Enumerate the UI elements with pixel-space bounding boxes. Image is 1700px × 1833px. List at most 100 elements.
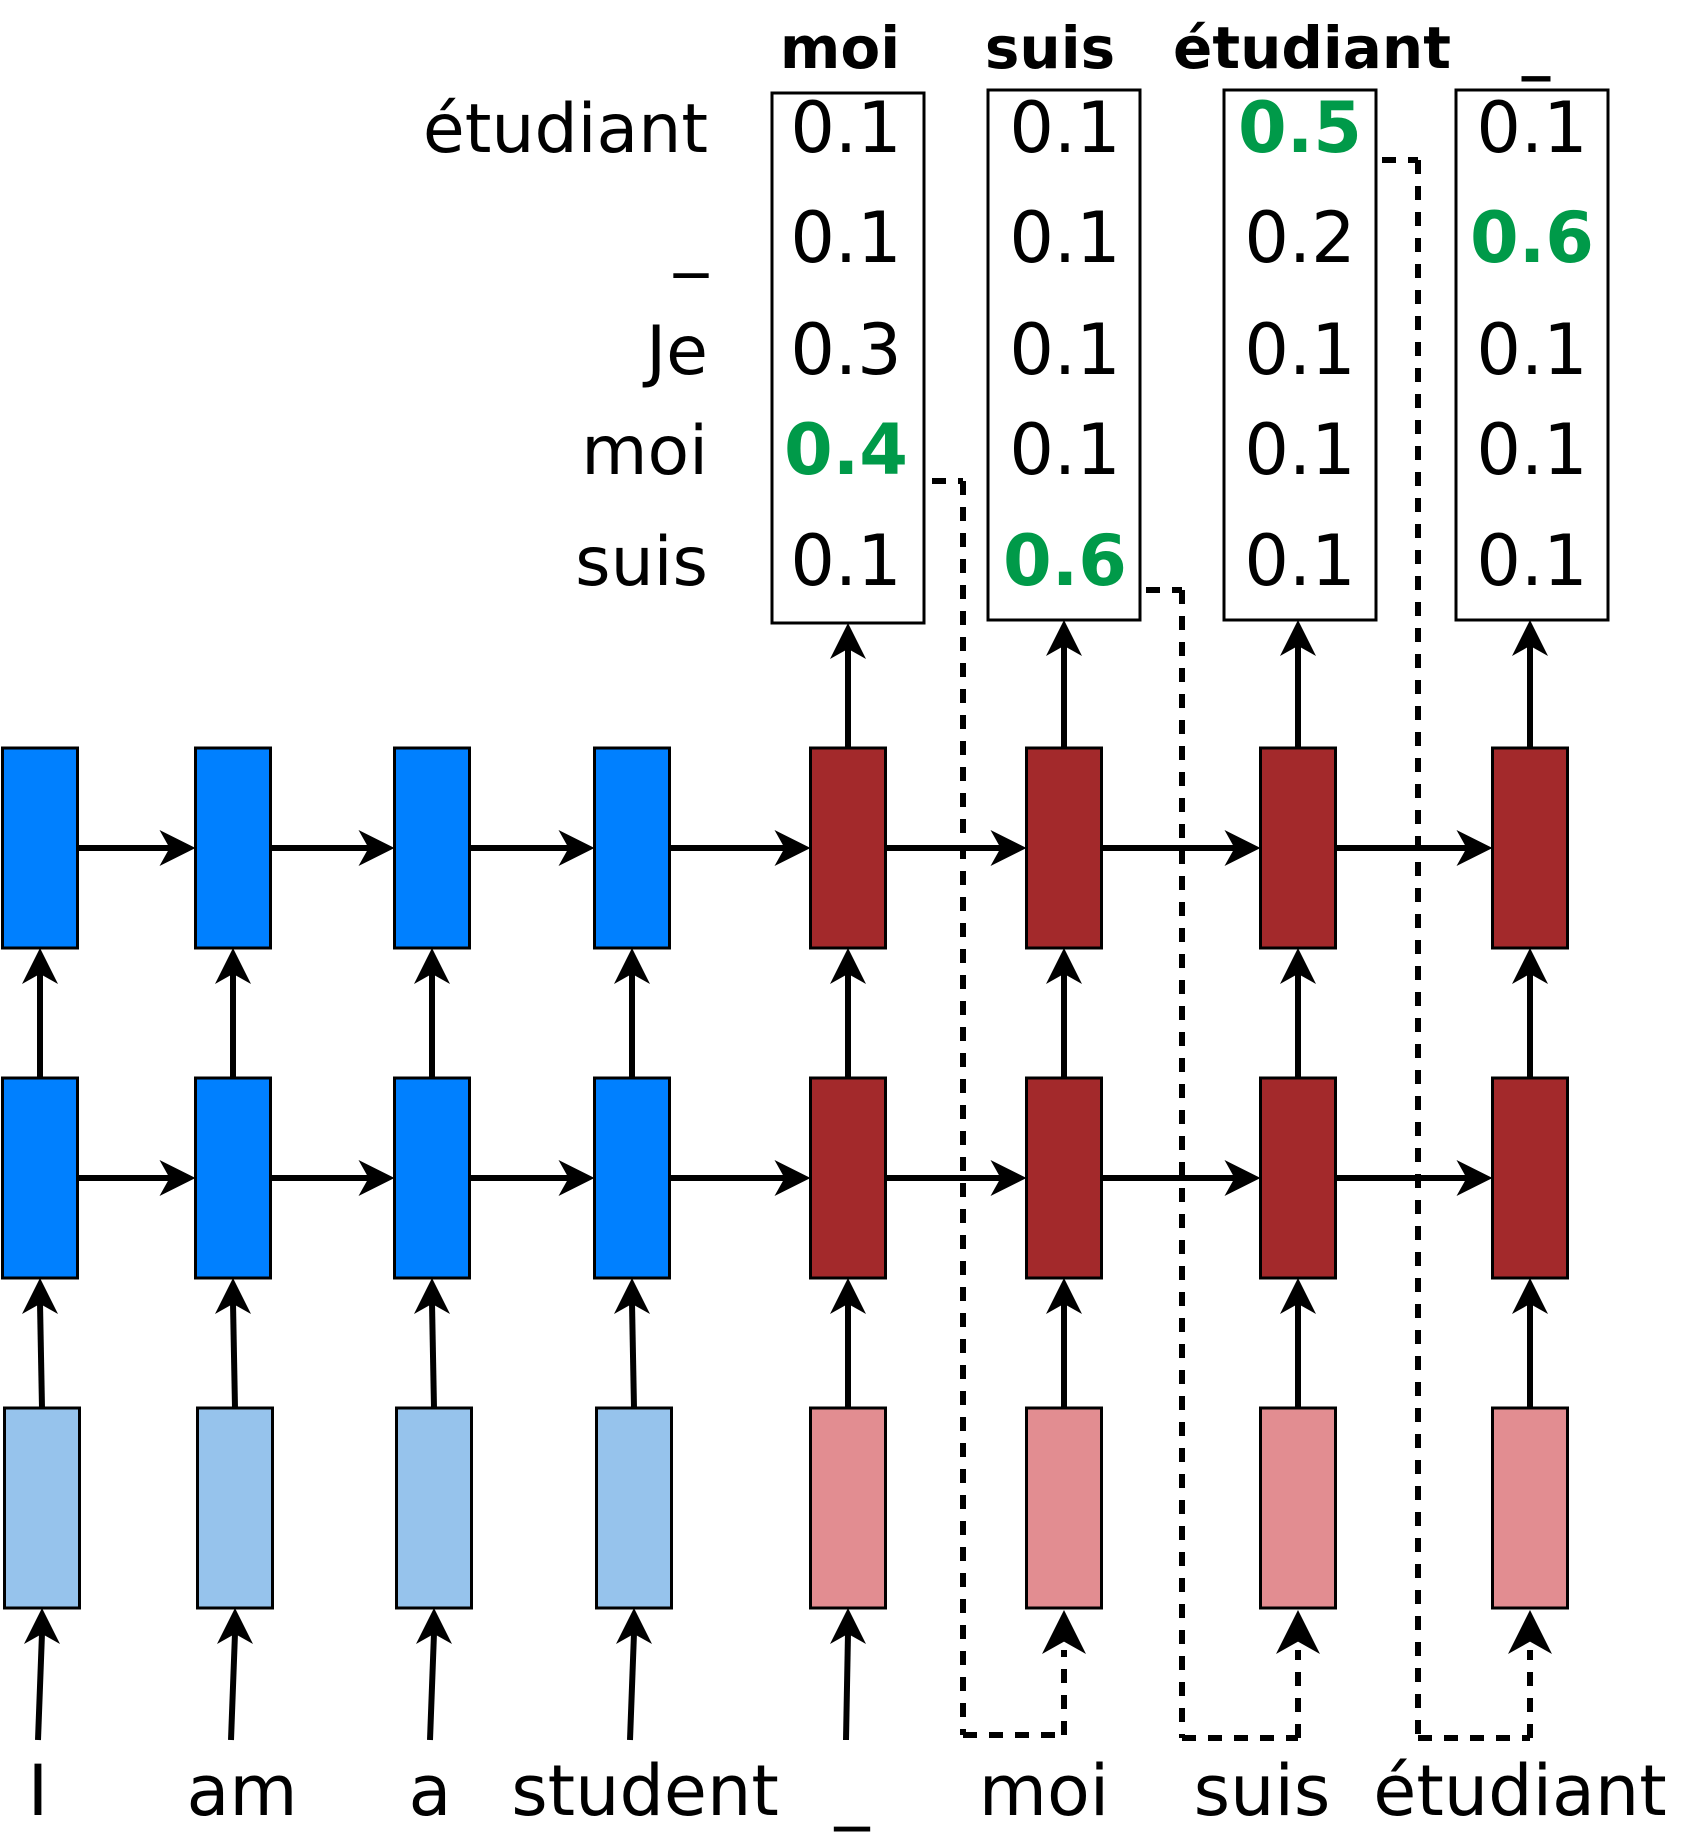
- probability-value: 0.1: [790, 87, 901, 169]
- decoder-cell-layer1-1: [1025, 1076, 1103, 1280]
- recurrent-arrow-layer2-6-head: [1456, 830, 1493, 866]
- probability-value: 0.1: [1244, 520, 1355, 602]
- output-word-header: _: [1522, 14, 1551, 82]
- decoder-input-token: étudiant: [1373, 1750, 1666, 1832]
- vertical-arrow-l1-l2-3-head: [614, 948, 650, 984]
- feedback-path-2-head: [1508, 1610, 1552, 1654]
- source-token: am: [186, 1750, 297, 1832]
- recurrent-arrow-layer2-4-head: [990, 830, 1027, 866]
- probability-value: 0.1: [1476, 309, 1587, 391]
- recurrent-arrow-layer1-6-head: [1456, 1160, 1493, 1196]
- vocabulary-word: Je: [642, 312, 708, 391]
- encoder-cell-layer1-0: [1, 1076, 79, 1280]
- decoder-cell-layer2-1: [1025, 746, 1103, 950]
- vertical-arrow-emb-l1-1-shaft: [230, 1303, 238, 1409]
- encoder-cell-layer2-1: [194, 746, 272, 950]
- feedback-path-0-head: [1042, 1610, 1086, 1654]
- vertical-arrow-emb-l1-0-shaft: [37, 1303, 45, 1409]
- input-arrow-0-head: [24, 1608, 60, 1644]
- output-arrow-0-head: [830, 623, 866, 659]
- input-arrow-1-head: [217, 1608, 253, 1644]
- encoder-cell-layer1-3: [593, 1076, 671, 1280]
- distribution-box-2: [1222, 88, 1378, 622]
- labels: 0.1 0.1 0.3 0.4 0.1 0.1 0.1 0.1 0.1 0.6 0.5 0.2 0.1 0…: [28, 14, 1667, 1832]
- selected-probability: 0.6: [1470, 197, 1594, 279]
- recurrent-arrow-layer2-3-head: [774, 830, 811, 866]
- decoder-input-token: moi: [979, 1750, 1109, 1832]
- decoder-embedding-0: [809, 1406, 887, 1610]
- vertical-arrow-l1-l2-2-head: [414, 948, 450, 984]
- encoder-embedding-2: [395, 1406, 473, 1610]
- vertical-arrow-l1-l2-7-head: [1512, 948, 1548, 984]
- input-arrow-2-head: [416, 1608, 452, 1644]
- output-word-header: moi: [780, 14, 900, 82]
- decoder-embedding-2: [1259, 1406, 1337, 1610]
- cells: [1, 88, 1610, 1610]
- vertical-arrow-l1-l2-4-head: [830, 948, 866, 984]
- probability-value: 0.1: [1009, 87, 1120, 169]
- input-arrow-4-shaft: [843, 1633, 851, 1741]
- decoder-cell-layer1-0: [809, 1076, 887, 1280]
- vertical-arrow-emb-l1-2-head: [414, 1278, 450, 1314]
- connections: [22, 157, 1552, 1741]
- decoder-cell-layer1-3: [1491, 1076, 1569, 1280]
- input-arrow-1-shaft: [228, 1633, 238, 1741]
- decoder-cell-layer2-3: [1491, 746, 1569, 950]
- recurrent-arrow-layer1-3-head: [774, 1160, 811, 1196]
- decoder-input-token: _: [834, 1750, 871, 1832]
- decoder-cell-layer2-2: [1259, 746, 1337, 950]
- recurrent-arrow-layer1-2-head: [558, 1160, 595, 1196]
- vertical-arrow-l1-l2-5-head: [1046, 948, 1082, 984]
- selected-probability: 0.6: [1003, 520, 1127, 602]
- probability-value: 0.1: [1009, 197, 1120, 279]
- distribution-box-1: [986, 88, 1142, 622]
- recurrent-arrow-layer2-0-head: [159, 830, 196, 866]
- distribution-box-0: [770, 91, 926, 625]
- probability-value: 0.2: [1244, 197, 1355, 279]
- input-arrow-0-shaft: [35, 1633, 45, 1741]
- probability-value: 0.1: [1009, 409, 1120, 491]
- vertical-arrow-l1-l2-0-head: [22, 948, 58, 984]
- source-token: I: [28, 1750, 49, 1832]
- vocabulary-word: _: [673, 200, 709, 279]
- recurrent-arrow-layer2-2-head: [558, 830, 595, 866]
- vertical-arrow-emb-l1-2-shaft: [429, 1303, 437, 1409]
- probability-value: 0.1: [1476, 520, 1587, 602]
- decoder-embedding-3: [1491, 1406, 1569, 1610]
- feedback-path-1-head: [1276, 1610, 1320, 1654]
- output-word-header: étudiant: [1173, 14, 1451, 82]
- probability-value: 0.3: [790, 309, 901, 391]
- recurrent-arrow-layer2-1-head: [358, 830, 395, 866]
- selected-probability: 0.5: [1238, 87, 1362, 169]
- recurrent-arrow-layer2-5-head: [1224, 830, 1261, 866]
- vertical-arrow-emb-l1-3-head: [614, 1278, 650, 1314]
- vocabulary-word: moi: [581, 412, 708, 491]
- vocabulary-word: étudiant: [423, 90, 708, 169]
- input-arrow-2-shaft: [427, 1633, 437, 1741]
- recurrent-arrow-layer1-1-head: [358, 1160, 395, 1196]
- distribution-box-3: [1454, 88, 1610, 622]
- encoder-embedding-1: [196, 1406, 274, 1610]
- source-token: a: [409, 1750, 452, 1832]
- vertical-arrow-emb-l1-4-head: [830, 1278, 866, 1314]
- selected-probability: 0.4: [784, 409, 908, 491]
- output-word-header: suis: [985, 14, 1115, 82]
- probability-value: 0.1: [1244, 409, 1355, 491]
- vocabulary-word: suis: [575, 523, 708, 602]
- probability-value: 0.1: [1476, 87, 1587, 169]
- encoder-cell-layer2-3: [593, 746, 671, 950]
- input-arrow-4-head: [830, 1608, 866, 1644]
- recurrent-arrow-layer1-0-head: [159, 1160, 196, 1196]
- probability-value: 0.1: [1009, 309, 1120, 391]
- vertical-arrow-emb-l1-1-head: [215, 1278, 251, 1314]
- decoder-cell-layer1-2: [1259, 1076, 1337, 1280]
- decoder-cell-layer2-0: [809, 746, 887, 950]
- source-token: student: [511, 1750, 779, 1832]
- vertical-arrow-emb-l1-5-head: [1046, 1278, 1082, 1314]
- probability-value: 0.1: [1244, 309, 1355, 391]
- vertical-arrow-emb-l1-7-head: [1512, 1278, 1548, 1314]
- vertical-arrow-emb-l1-6-head: [1280, 1278, 1316, 1314]
- recurrent-arrow-layer1-5-head: [1224, 1160, 1261, 1196]
